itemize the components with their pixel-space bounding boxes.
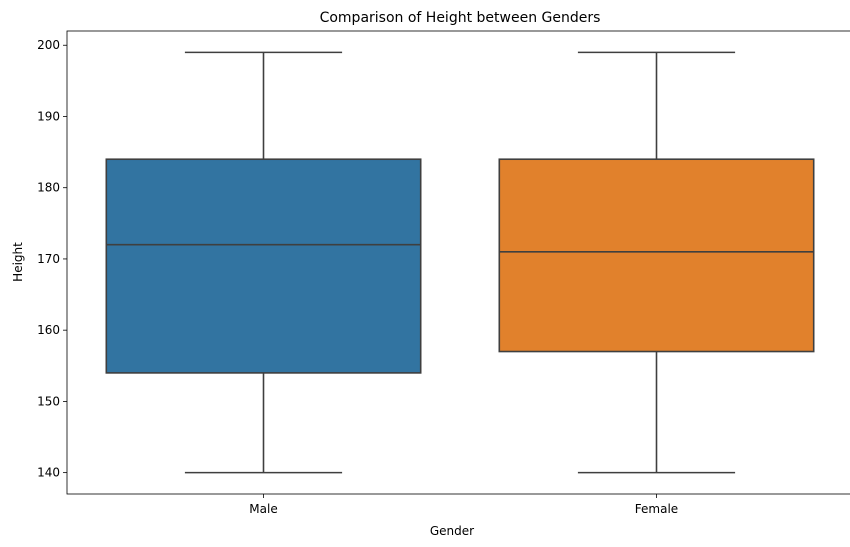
plot-area-frame	[66, 30, 850, 495]
boxes-layer	[105, 51, 815, 474]
y-axis-label: Height	[11, 242, 25, 282]
y-tick-label: 150	[37, 394, 60, 408]
y-tick-label: 140	[37, 466, 60, 480]
y-tick-label: 180	[37, 181, 60, 195]
y-axis: 140 150 160 170 180 190 200	[37, 38, 67, 480]
box-male	[105, 51, 422, 474]
x-tick-label: Female	[635, 502, 678, 516]
box-iqr	[498, 158, 815, 353]
x-axis-label: Gender	[430, 524, 474, 538]
box-female	[498, 51, 815, 474]
y-tick-label: 200	[37, 38, 60, 52]
y-tick-label: 170	[37, 252, 60, 266]
box-iqr	[105, 158, 422, 374]
chart-title: Comparison of Height between Genders	[320, 10, 601, 26]
x-tick-label: Male	[249, 502, 277, 516]
y-tick-label: 190	[37, 109, 60, 123]
x-axis: Male Female	[249, 494, 678, 516]
y-tick-label: 160	[37, 323, 60, 337]
